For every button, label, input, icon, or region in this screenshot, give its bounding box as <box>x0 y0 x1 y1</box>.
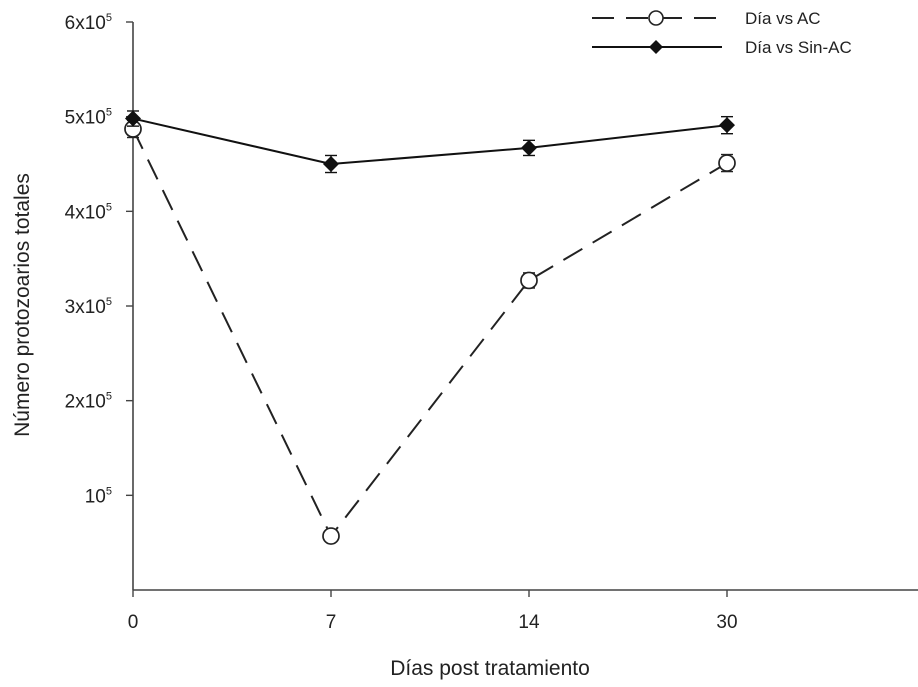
y-tick-label: 2x105 <box>65 391 112 413</box>
y-tick-label: 6x105 <box>65 12 112 34</box>
series-line-sin-ac <box>132 117 728 166</box>
y-tick-label: 3x105 <box>65 296 112 318</box>
data-point-sin-ac <box>125 110 141 127</box>
legend-sinac-marker <box>649 40 663 54</box>
legend-ac-label: Día vs AC <box>745 9 821 28</box>
data-point-sin-ac <box>521 139 537 156</box>
data-point-ac <box>520 271 538 290</box>
series-line-ac <box>132 128 728 538</box>
y-axis-label: Número protozoarios totales <box>11 173 34 437</box>
y-tick-label: 5x105 <box>65 107 112 129</box>
series-layer <box>124 110 736 545</box>
data-point-ac <box>322 527 340 545</box>
legend-ac-marker <box>648 10 664 26</box>
x-ticks: 0 7 14 30 <box>128 590 738 633</box>
x-tick-label: 14 <box>518 612 540 633</box>
y-tick-label: 105 <box>85 485 112 507</box>
data-point-sin-ac <box>719 117 735 134</box>
x-tick-label: 7 <box>326 612 337 633</box>
data-point-ac <box>718 154 736 172</box>
legend-sinac-label: Día vs Sin-AC <box>745 38 852 57</box>
x-tick-label: 30 <box>716 612 737 633</box>
data-point-sin-ac <box>323 156 339 172</box>
x-tick-label: 0 <box>128 612 139 633</box>
y-tick-label: 4x105 <box>65 201 112 223</box>
x-axis-label: Días post tratamiento <box>390 657 590 680</box>
y-ticks: 105 2x105 3x105 4x105 5x105 6x105 <box>65 12 133 507</box>
legend: Día vs AC Día vs Sin-AC <box>592 9 852 57</box>
